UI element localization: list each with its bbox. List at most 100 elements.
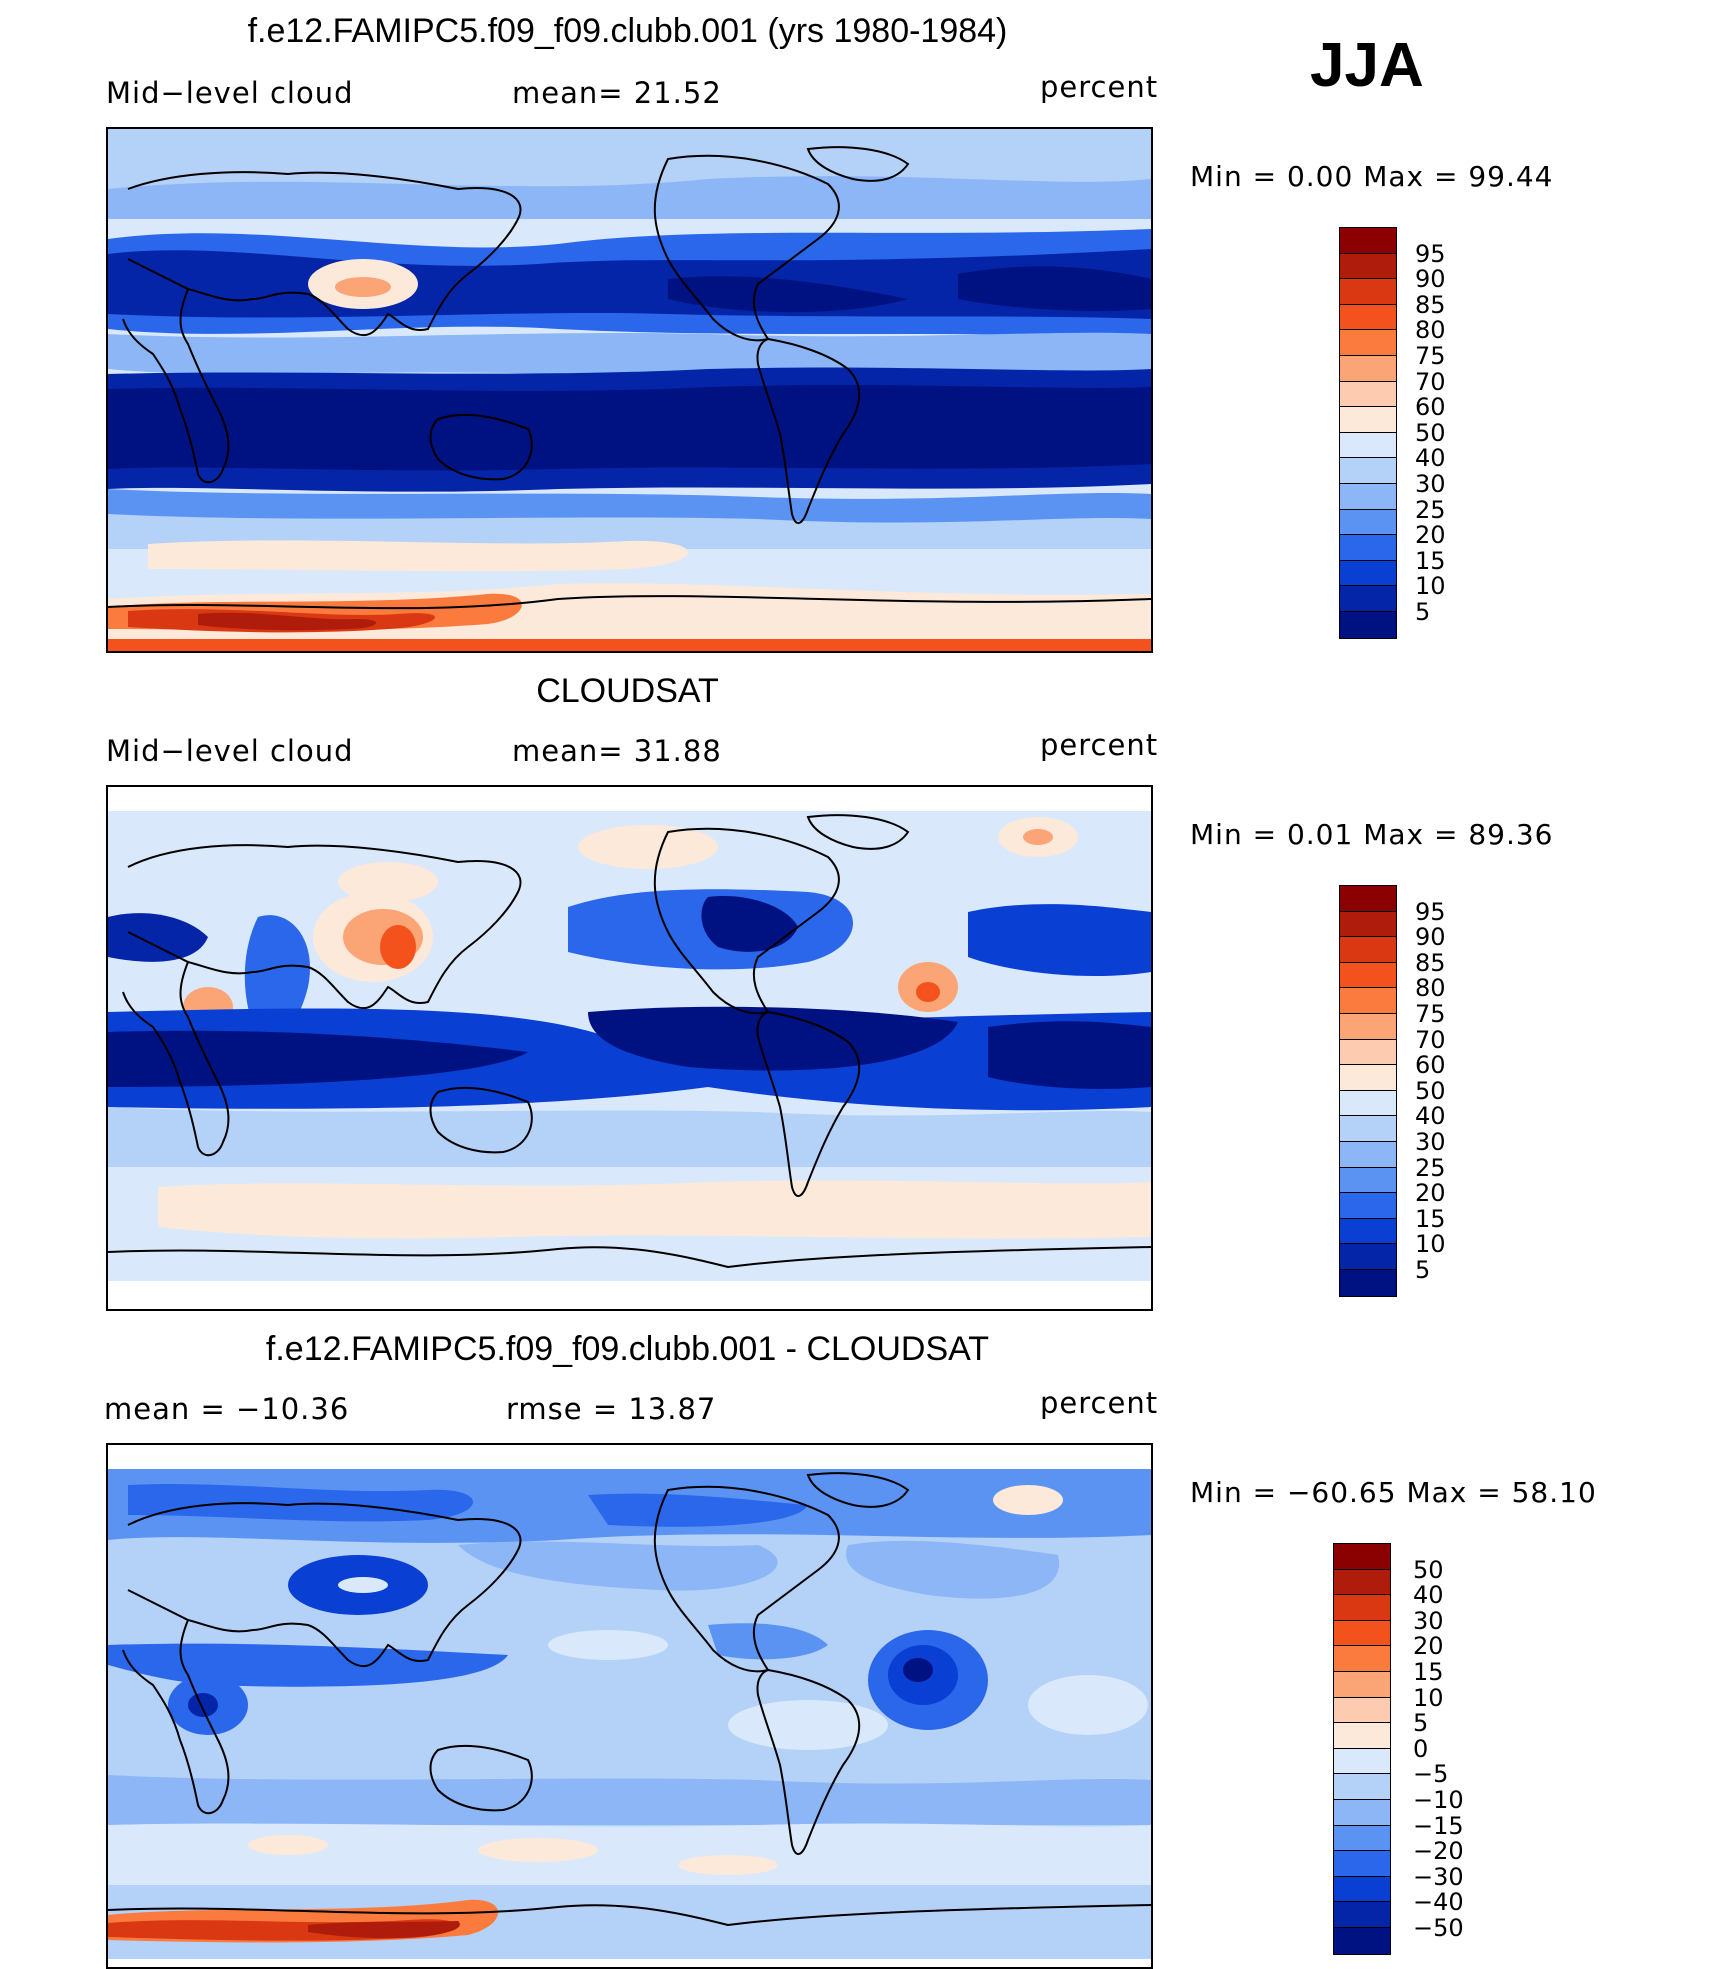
colorbar-label: 75 — [1415, 342, 1446, 370]
panel-2-units-label: percent — [1040, 728, 1159, 762]
colorbar-swatch — [1333, 1875, 1391, 1904]
colorbar-label: 15 — [1415, 546, 1446, 575]
colorbar-swatch — [1339, 1038, 1397, 1067]
colorbar-swatch — [1333, 1645, 1391, 1673]
colorbar-label: 95 — [1415, 897, 1446, 926]
colorbar-label: 50 — [1415, 418, 1446, 447]
colorbar-label: 70 — [1415, 1025, 1446, 1054]
colorbar-label: 20 — [1413, 1632, 1444, 1661]
panel-3-rmse-label: rmse = 13.87 — [506, 1392, 717, 1426]
colorbar-swatch — [1339, 1013, 1397, 1041]
colorbar-label: 20 — [1415, 521, 1446, 550]
colorbar-label: 60 — [1415, 393, 1446, 422]
colorbar-label: 5 — [1415, 598, 1431, 626]
panel-2-minmax: Min = 0.01 Max = 89.36 — [1190, 818, 1554, 851]
colorbar-label: 0 — [1413, 1734, 1429, 1763]
colorbar-label: 95 — [1415, 239, 1446, 268]
colorbar-label: 5 — [1415, 1256, 1431, 1284]
colorbar-swatch — [1339, 1217, 1397, 1246]
colorbar-swatch — [1339, 885, 1397, 913]
colorbar-label: 10 — [1413, 1683, 1444, 1712]
colorbar-label: 15 — [1413, 1658, 1444, 1686]
colorbar-swatch — [1339, 1089, 1397, 1118]
colorbar-label: 60 — [1415, 1051, 1446, 1080]
colorbar-swatch — [1339, 910, 1397, 939]
panel-1-mean-label: mean= 21.52 — [512, 76, 722, 110]
colorbar-swatch — [1333, 1773, 1391, 1801]
colorbar-swatch — [1339, 329, 1397, 357]
colorbar-swatch — [1339, 483, 1397, 511]
colorbar-label: 30 — [1415, 1128, 1446, 1156]
colorbar-swatch — [1339, 380, 1397, 409]
panel-1-map — [106, 127, 1153, 653]
colorbar-swatch — [1339, 227, 1397, 255]
colorbar-swatch — [1333, 1927, 1391, 1955]
panel-2-map-svg — [108, 787, 1151, 1309]
colorbar-swatch — [1339, 1141, 1397, 1169]
colorbar-swatch — [1333, 1799, 1391, 1827]
colorbar-label: −50 — [1413, 1914, 1464, 1942]
colorbar-swatch — [1339, 936, 1397, 964]
colorbar-swatch — [1339, 987, 1397, 1015]
colorbar-swatch — [1339, 457, 1397, 485]
colorbar-label: −40 — [1413, 1888, 1464, 1917]
colorbar-label: −5 — [1413, 1760, 1449, 1789]
colorbar-swatch — [1339, 1166, 1397, 1195]
colorbar-label: 5 — [1413, 1709, 1429, 1738]
colorbar-swatch — [1339, 508, 1397, 537]
colorbar-swatch — [1339, 1269, 1397, 1297]
colorbar-swatch — [1339, 431, 1397, 460]
colorbar-label: −20 — [1413, 1837, 1464, 1866]
colorbar-swatch — [1339, 278, 1397, 306]
colorbar-swatch — [1339, 1064, 1397, 1092]
panel-3-mean-label: mean = −10.36 — [104, 1392, 350, 1426]
colorbar-swatch — [1339, 585, 1397, 613]
colorbar-swatch — [1339, 1115, 1397, 1143]
panel-2-map — [106, 785, 1153, 1311]
panel-3-minmax: Min = −60.65 Max = 58.10 — [1190, 1476, 1597, 1509]
panel-3-units-label: percent — [1040, 1386, 1159, 1420]
colorbar-swatch — [1339, 559, 1397, 588]
colorbar-label: 20 — [1415, 1179, 1446, 1208]
colorbar-label: 10 — [1415, 1230, 1446, 1259]
colorbar-label: 50 — [1413, 1555, 1444, 1584]
panel-2-title: CLOUDSAT — [536, 672, 719, 710]
colorbar-swatch — [1339, 252, 1397, 281]
colorbar-label: 10 — [1415, 572, 1446, 601]
colorbar-swatch — [1333, 1901, 1391, 1929]
colorbar-label: −10 — [1413, 1786, 1464, 1814]
colorbar-swatch — [1339, 611, 1397, 639]
colorbar-label: 40 — [1415, 1102, 1446, 1131]
panel-2-mean-label: mean= 31.88 — [512, 734, 722, 768]
colorbar-swatch — [1333, 1824, 1391, 1853]
panel-1-variable-label: Mid−level cloud — [106, 76, 354, 110]
colorbar-label: 85 — [1415, 948, 1446, 977]
colorbar-swatch — [1333, 1696, 1391, 1725]
colorbar-swatch — [1333, 1747, 1391, 1776]
colorbar-label: 30 — [1415, 470, 1446, 498]
colorbar-swatch — [1333, 1594, 1391, 1622]
colorbar-swatch — [1333, 1671, 1391, 1699]
colorbar-label: 75 — [1415, 1000, 1446, 1028]
colorbar-label: 85 — [1415, 290, 1446, 319]
panel-3-map — [106, 1443, 1153, 1969]
colorbar-swatch — [1333, 1850, 1391, 1878]
colorbar-swatch — [1339, 1243, 1397, 1271]
colorbar-label: 50 — [1415, 1076, 1446, 1105]
panel-2-variable-label: Mid−level cloud — [106, 734, 354, 768]
colorbar-label: 25 — [1415, 1153, 1446, 1182]
colorbar-label: 40 — [1415, 444, 1446, 473]
colorbar-swatch — [1333, 1722, 1391, 1750]
colorbar-label: 15 — [1415, 1204, 1446, 1233]
colorbar-swatch — [1339, 961, 1397, 990]
colorbar-label: 80 — [1415, 974, 1446, 1003]
panel-1-title: f.e12.FAMIPC5.f09_f09.clubb.001 (yrs 198… — [247, 12, 1008, 50]
colorbar-label: 40 — [1413, 1581, 1444, 1610]
season-label: JJA — [1310, 31, 1424, 100]
colorbar-label: 30 — [1413, 1606, 1444, 1635]
colorbar-swatch — [1339, 1192, 1397, 1220]
colorbar-label: 90 — [1415, 923, 1446, 952]
panel-1-minmax: Min = 0.00 Max = 99.44 — [1190, 160, 1554, 193]
colorbar-swatch — [1333, 1543, 1391, 1571]
colorbar-swatch — [1339, 534, 1397, 562]
